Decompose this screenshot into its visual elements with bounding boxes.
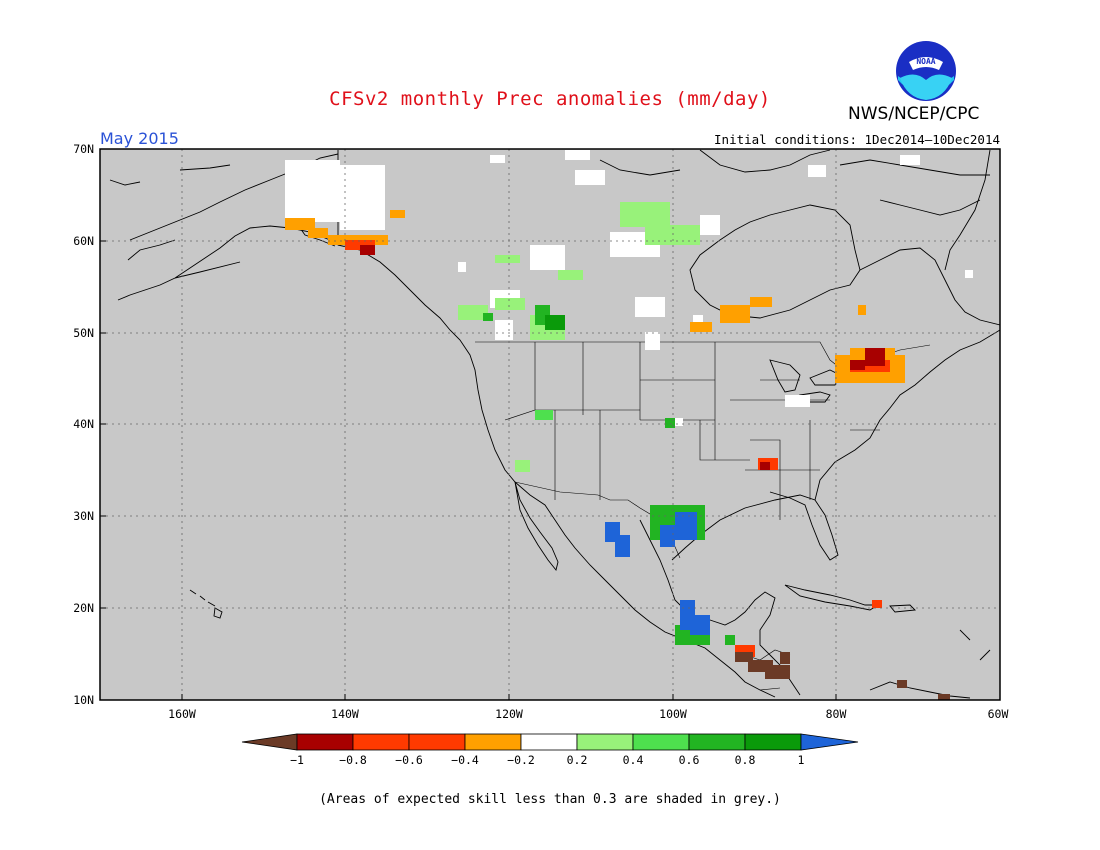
lat-label: 20N [73, 601, 94, 615]
lat-label: 10N [73, 693, 94, 707]
colorbar-tick-label: −0.2 [507, 753, 535, 767]
map-background [100, 149, 1000, 700]
colorbar-right-arrow [800, 733, 859, 751]
lat-label: 30N [73, 509, 94, 523]
colorbar [241, 733, 859, 751]
colorbar-bin [296, 733, 354, 751]
colorbar-bin [352, 733, 410, 751]
colorbar-bin [744, 733, 802, 751]
lat-label: 70N [73, 142, 94, 156]
lat-label: 60N [73, 234, 94, 248]
graticule [100, 149, 1000, 700]
lon-label: 100W [659, 707, 687, 721]
lon-label: 140W [331, 707, 359, 721]
colorbar-bin [688, 733, 746, 751]
colorbar-tick-label: 0.8 [735, 753, 756, 767]
lon-labels: 160W 140W 120W 100W 80W 60W [168, 707, 1008, 721]
lat-label: 50N [73, 326, 94, 340]
colorbar-bin [408, 733, 466, 751]
colorbar-tick-label: 0.2 [567, 753, 588, 767]
colorbar-bin [576, 733, 634, 751]
initial-conditions-label: Initial conditions: 1Dec2014—10Dec2014 [714, 132, 1000, 147]
colorbar-bin [520, 733, 578, 751]
colorbar-tick-label: 0.6 [679, 753, 700, 767]
colorbar-tick-label: −0.6 [395, 753, 423, 767]
lon-label: 60W [988, 707, 1009, 721]
colorbar-bin [632, 733, 690, 751]
colorbar-labels: −1 −0.8 −0.6 −0.4 −0.2 0.2 0.4 0.6 0.8 1 [290, 753, 804, 767]
agency-label: NWS/NCEP/CPC [848, 104, 980, 124]
colorbar-tick-label: −0.8 [339, 753, 367, 767]
colorbar-tick-label: 0.4 [623, 753, 644, 767]
skill-footnote: (Areas of expected skill less than 0.3 a… [319, 792, 781, 807]
logo-text: NOAA [916, 57, 935, 66]
lat-label: 40N [73, 417, 94, 431]
colorbar-tick-label: −1 [290, 753, 304, 767]
lon-label: 80W [826, 707, 847, 721]
colorbar-tick-label: 1 [798, 753, 805, 767]
lon-label: 120W [495, 707, 523, 721]
noaa-logo: NOAA [895, 40, 957, 102]
axis-ticks [100, 148, 837, 700]
colorbar-tick-label: −0.4 [451, 753, 479, 767]
month-label: May 2015 [100, 129, 179, 148]
chart-title: CFSv2 monthly Prec anomalies (mm/day) [329, 88, 771, 110]
anomaly-cells [285, 150, 973, 700]
lat-labels: 70N 60N 50N 40N 30N 20N 10N [73, 142, 94, 707]
colorbar-bin [464, 733, 522, 751]
lon-label: 160W [168, 707, 196, 721]
colorbar-left-arrow [241, 733, 298, 751]
